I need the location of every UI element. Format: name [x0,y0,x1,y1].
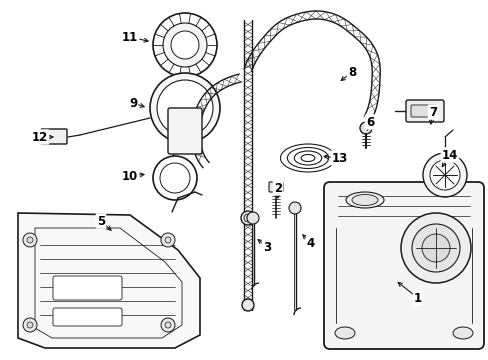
FancyBboxPatch shape [53,308,122,326]
Circle shape [164,237,171,243]
Circle shape [160,163,190,193]
Circle shape [242,299,253,311]
Circle shape [411,224,459,272]
Circle shape [163,23,206,67]
Text: 14: 14 [441,149,457,162]
Circle shape [171,31,199,59]
Circle shape [153,156,197,200]
Circle shape [153,13,217,77]
Ellipse shape [452,327,472,339]
Circle shape [429,160,459,190]
Circle shape [359,122,371,134]
FancyBboxPatch shape [41,129,67,144]
Circle shape [27,322,33,328]
Circle shape [288,202,301,214]
Circle shape [150,73,220,143]
Circle shape [23,318,37,332]
Text: 2: 2 [273,181,282,194]
Text: 1: 1 [413,292,421,305]
FancyBboxPatch shape [268,182,283,192]
Polygon shape [18,213,200,348]
Text: 11: 11 [122,31,138,44]
Text: 13: 13 [331,152,347,165]
Circle shape [400,213,470,283]
Circle shape [161,318,175,332]
Circle shape [157,80,213,136]
Ellipse shape [334,327,354,339]
Circle shape [23,233,37,247]
FancyBboxPatch shape [405,100,443,122]
Text: 7: 7 [428,105,436,118]
FancyBboxPatch shape [168,108,202,154]
Text: 5: 5 [97,215,105,228]
Circle shape [422,153,466,197]
Circle shape [246,212,259,224]
Circle shape [421,234,449,262]
Circle shape [241,211,254,225]
FancyBboxPatch shape [410,105,436,117]
FancyBboxPatch shape [53,276,122,300]
FancyBboxPatch shape [324,182,483,349]
Text: 4: 4 [306,237,314,249]
Circle shape [47,133,53,139]
Text: 3: 3 [263,240,270,253]
Text: 9: 9 [129,96,137,109]
Circle shape [27,237,33,243]
Circle shape [164,322,171,328]
Circle shape [161,233,175,247]
Ellipse shape [346,192,383,208]
Ellipse shape [351,194,377,206]
Text: 6: 6 [365,116,373,129]
Circle shape [244,214,251,222]
Text: 12: 12 [32,131,48,144]
Text: 8: 8 [347,66,355,78]
Text: 10: 10 [122,170,138,183]
